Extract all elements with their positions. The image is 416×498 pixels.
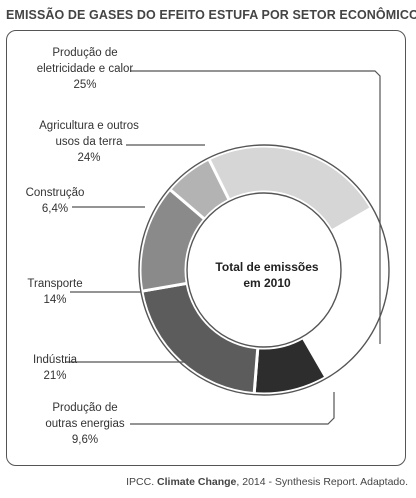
donut-center-label: Total de emissões em 2010 [196, 259, 338, 291]
slice-label-line: Produção de [52, 402, 118, 414]
leader-line-producao-de-outras-energias [130, 392, 335, 425]
slice-label-line: usos da terra [55, 136, 123, 148]
slice-label-line: Transporte [27, 278, 83, 290]
slice-label-producao-de-eletricidade-e-calor: Produção de eletricidade e calor 25% [20, 45, 150, 93]
slice-label-agricultura-e-outros-usos-da-terra: Agricultura e outros usos da terra 24% [20, 118, 158, 166]
slice-value-label: 24% [77, 152, 101, 164]
chart-frame [6, 30, 406, 466]
slice-value-label: 9,6% [71, 434, 99, 446]
slice-value-label: 25% [73, 79, 97, 91]
slice-label-line: Produção de [52, 47, 118, 59]
source-citation: IPCC. Climate Change, 2014 - Synthesis R… [126, 476, 408, 488]
source-prefix: IPCC. [126, 476, 158, 488]
slice-agricultura-e-outros-usos-da-terra [206, 144, 374, 234]
leader-line-producao-de-eletricidade-e-calor [130, 70, 381, 344]
slice-label-line: Construção [25, 187, 85, 199]
donut-inner-outline [186, 192, 342, 348]
donut-outer-outline [138, 144, 390, 396]
slice-value-label: 6,4% [41, 203, 69, 215]
source-suffix: , 2014 - Synthesis Report. Adaptado. [236, 476, 408, 488]
slice-label-producao-de-outras-energias: Produção de outras energias 9,6% [20, 400, 150, 448]
slice-value-label: 21% [43, 370, 67, 382]
slice-producao-de-eletricidade-e-calor [300, 205, 390, 380]
center-label-line2: em 2010 [243, 276, 291, 290]
slice-value-label: 14% [43, 294, 67, 306]
source-title: Climate Change [157, 476, 237, 488]
slice-label-construcao: Construção 6,4% [20, 185, 90, 217]
slice-label-line: eletricidade e calor [36, 63, 134, 75]
center-label-line1: Total de emissões [215, 260, 319, 274]
slice-label-industria: Indústria 21% [20, 352, 90, 384]
slice-label-line: Indústria [32, 354, 78, 366]
slice-label-transporte: Transporte 14% [20, 276, 90, 308]
chart-title: EMISSÃO DE GASES DO EFEITO ESTUFA POR SE… [6, 8, 416, 22]
slice-label-line: Agricultura e outros [39, 120, 139, 132]
slice-label-line: outras energias [45, 418, 125, 430]
